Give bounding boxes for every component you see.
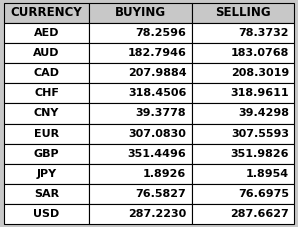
Bar [89,164,192,184]
Bar [192,204,294,224]
Bar [192,43,294,63]
Bar [192,123,294,144]
Bar [89,23,192,43]
Bar [89,144,192,164]
Text: 351.9826: 351.9826 [231,149,289,159]
Bar [4,3,89,23]
Bar [4,63,89,83]
Text: AED: AED [34,28,59,38]
Text: 78.2596: 78.2596 [136,28,186,38]
Bar [4,184,89,204]
Text: 78.3732: 78.3732 [239,28,289,38]
Text: SAR: SAR [34,189,59,199]
Text: SELLING: SELLING [215,6,271,19]
Text: CNY: CNY [34,109,59,118]
Text: 1.8926: 1.8926 [143,169,186,179]
Text: 318.9611: 318.9611 [230,88,289,98]
Bar [89,83,192,104]
Text: BUYING: BUYING [115,6,166,19]
Text: EUR: EUR [34,129,59,139]
Bar [89,3,192,23]
Text: 307.0830: 307.0830 [128,129,186,139]
Bar [192,164,294,184]
Text: USD: USD [33,209,60,219]
Text: 182.7946: 182.7946 [128,48,186,58]
Bar [192,23,294,43]
Bar [89,123,192,144]
Text: GBP: GBP [34,149,59,159]
Text: 39.3778: 39.3778 [136,109,186,118]
Bar [4,123,89,144]
Text: 351.4496: 351.4496 [128,149,186,159]
Bar [192,144,294,164]
Text: JPY: JPY [36,169,57,179]
Bar [4,104,89,123]
Text: 39.4298: 39.4298 [238,109,289,118]
Bar [192,63,294,83]
Bar [4,83,89,104]
Text: 207.9884: 207.9884 [128,68,186,78]
Bar [4,43,89,63]
Text: CAD: CAD [33,68,60,78]
Bar [4,204,89,224]
Text: 307.5593: 307.5593 [231,129,289,139]
Bar [192,3,294,23]
Text: 1.8954: 1.8954 [246,169,289,179]
Text: 318.4506: 318.4506 [128,88,186,98]
Bar [89,43,192,63]
Bar [4,164,89,184]
Text: 287.2230: 287.2230 [128,209,186,219]
Text: CURRENCY: CURRENCY [11,6,82,19]
Bar [4,23,89,43]
Bar [4,144,89,164]
Bar [89,104,192,123]
Bar [192,184,294,204]
Text: 76.5827: 76.5827 [136,189,186,199]
Text: AUD: AUD [33,48,60,58]
Text: 183.0768: 183.0768 [231,48,289,58]
Bar [89,204,192,224]
Bar [89,184,192,204]
Bar [192,83,294,104]
Text: 287.6627: 287.6627 [230,209,289,219]
Text: CHF: CHF [34,88,59,98]
Bar [192,104,294,123]
Bar [89,63,192,83]
Text: 76.6975: 76.6975 [238,189,289,199]
Text: 208.3019: 208.3019 [231,68,289,78]
